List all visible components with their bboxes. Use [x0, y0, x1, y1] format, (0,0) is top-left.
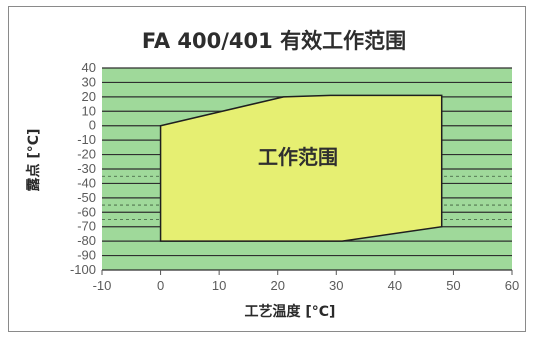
x-axis-ticks: -10 0 10 20 30 40 50 60: [93, 270, 519, 293]
x-tick-label: 30: [329, 278, 343, 293]
x-tick-label: -10: [93, 278, 112, 293]
x-tick-label: 40: [388, 278, 402, 293]
y-tick-label: -80: [77, 233, 96, 248]
x-tick-label: 20: [270, 278, 284, 293]
y-tick-label: -90: [77, 248, 96, 263]
y-tick-label: 40: [82, 60, 96, 75]
x-axis-label: 工艺温度 [°C]: [245, 303, 336, 320]
y-tick-label: 0: [89, 118, 96, 133]
y-tick-label: 30: [82, 74, 96, 89]
x-tick-label: 60: [505, 278, 519, 293]
y-tick-label: -40: [77, 175, 96, 190]
x-tick-label: 50: [446, 278, 460, 293]
x-tick-label: 0: [157, 278, 164, 293]
y-tick-label: -20: [77, 147, 96, 162]
working-range-area: [159, 94, 443, 242]
y-tick-label: -100: [70, 262, 96, 277]
x-tick-label: 10: [212, 278, 226, 293]
y-tick-label: 20: [82, 89, 96, 104]
y-tick-label: -60: [77, 204, 96, 219]
y-tick-label: -50: [77, 190, 96, 205]
y-tick-label: -30: [77, 161, 96, 176]
y-tick-label: -10: [77, 132, 96, 147]
region-label: 工作范围: [258, 145, 338, 169]
chart-title: FA 400/401 有效工作范围: [142, 29, 406, 53]
y-tick-label: -70: [77, 219, 96, 234]
y-axis-label: 露点 [°C]: [25, 129, 42, 192]
y-tick-label: 10: [82, 103, 96, 118]
